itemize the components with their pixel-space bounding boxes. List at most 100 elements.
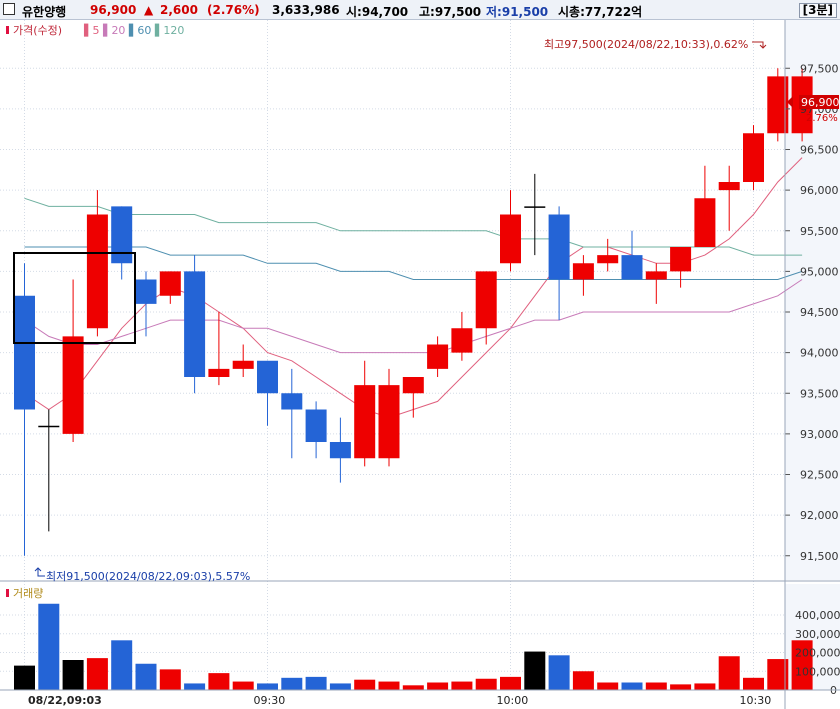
high-price: 고:97,500: [419, 5, 482, 19]
candle-body: [111, 206, 133, 264]
ma-legend-label: 60: [137, 24, 151, 37]
current-price: 96,900: [90, 3, 137, 17]
candle-body: [743, 133, 764, 182]
candle-body: [232, 360, 254, 369]
change-arrow-icon: ▲: [144, 3, 154, 17]
trade-volume: 3,633,986: [272, 3, 340, 17]
price-change-pct: (2.76%): [207, 3, 260, 17]
ma-legend-label: 20: [111, 24, 125, 37]
volume-bar: [354, 679, 376, 690]
candle-body: [500, 214, 521, 264]
candle-body: [305, 409, 327, 442]
volume-bar: [621, 682, 643, 690]
price-tick-label: 91,500: [800, 550, 839, 563]
volume-bar: [451, 681, 473, 690]
price-legend-label: 가격(수정): [13, 24, 62, 37]
candle-body: [475, 271, 497, 329]
volume-tick-label: 400,000: [795, 609, 840, 622]
price-tick-label: 96,000: [800, 184, 839, 197]
period-button[interactable]: [3분]: [798, 3, 837, 18]
candle-body: [14, 295, 35, 410]
price-tick-label: 93,500: [800, 387, 839, 400]
candle-body: [621, 255, 643, 280]
ma-line-20: [24, 279, 803, 354]
volume-bar: [791, 640, 813, 690]
volume-legend-label: 거래량: [13, 587, 43, 600]
price-tick-label: 95,000: [800, 265, 839, 278]
volume-bar: [62, 660, 84, 690]
title-bar: 유한양행 96,900 ▲ 2,600 (2.76%) 3,633,986 시:…: [0, 0, 840, 20]
volume-bar: [402, 685, 424, 690]
price-tick-label: 93,000: [800, 428, 839, 441]
svg-text:▌5 ▌20 ▌60 ▌120: ▌5 ▌20 ▌60 ▌120: [83, 23, 184, 37]
candle-body: [86, 214, 108, 329]
volume-bar: [135, 663, 157, 690]
volume-bar: [329, 683, 351, 690]
candle-body: [135, 279, 157, 304]
volume-tick-label: 300,000: [795, 628, 840, 641]
ma-legend-swatch: ▌: [125, 23, 137, 37]
candle-body: [354, 385, 376, 459]
volume-bar: [694, 683, 716, 690]
volume-bar: [86, 658, 108, 690]
time-tick-label: 10:30: [740, 694, 772, 707]
volume-bar: [208, 673, 230, 690]
market-cap: 시총:77,722억: [558, 5, 643, 19]
candle-body: [378, 385, 400, 459]
volume-bar: [743, 677, 764, 690]
candle-body: [184, 271, 206, 377]
price-tick-label: 92,500: [800, 469, 839, 482]
candle-body: [159, 271, 181, 296]
price-tick-label: 97,500: [800, 62, 839, 75]
volume-bar: [572, 671, 594, 690]
volume-bar: [281, 677, 303, 690]
candle-body: [257, 360, 278, 394]
time-tick-label: 10:00: [497, 694, 529, 707]
candle-body: [718, 182, 740, 191]
price-tick-label: 96,500: [800, 144, 839, 157]
volume-bar: [767, 659, 789, 690]
price-legend: 가격(수정) ▌5 ▌20 ▌60 ▌120: [6, 23, 184, 37]
select-checkbox[interactable]: [3, 3, 15, 15]
candle-body: [281, 393, 303, 410]
candle-body: [329, 442, 351, 459]
volume-tick-label: 100,000: [795, 665, 840, 678]
candle-body: [451, 328, 473, 353]
candle-body: [694, 198, 716, 247]
volume-bar: [232, 681, 254, 690]
candle-body: [572, 263, 594, 280]
price-tick-label: 95,500: [800, 225, 839, 238]
volume-bar: [111, 640, 133, 690]
ma-legend-swatch: ▌: [83, 23, 92, 37]
volume-bar: [645, 682, 667, 690]
volume-bar: [184, 683, 206, 690]
volume-bar: [475, 678, 497, 690]
volume-bar: [159, 669, 181, 690]
volume-bar: [305, 676, 327, 690]
highlight-box: [13, 252, 136, 344]
candle-body: [548, 214, 570, 280]
volume-bar: [718, 656, 740, 690]
ma-legend-label: 120: [163, 24, 184, 37]
price-tick-label: 94,000: [800, 347, 839, 360]
price-change: 2,600: [160, 3, 198, 17]
open-price: 시:94,700: [346, 5, 409, 19]
volume-bar: [14, 665, 35, 690]
volume-bar: [38, 603, 60, 690]
time-tick-label: 08/22,09:03: [28, 694, 102, 707]
volume-bar: [427, 682, 449, 690]
volume-bar: [378, 681, 400, 690]
candle-body: [524, 206, 546, 208]
candle-body: [402, 377, 424, 394]
high-annotation-arrow-icon: [752, 41, 767, 49]
volume-bar: [500, 676, 521, 690]
candle-body: [597, 255, 619, 264]
ma-legend-swatch: ▌: [151, 23, 163, 37]
current-price-tag-pct: 2.76%: [806, 113, 838, 124]
candle-body: [427, 344, 449, 369]
low-annotation: 최저91,500(2024/08/22,09:03),5.57%: [46, 570, 250, 583]
volume-bar: [548, 655, 570, 690]
current-price-tag-label: 96,900: [801, 96, 840, 109]
candle-body: [62, 336, 84, 434]
stock-chart[interactable]: 97,50097,00096,50096,00095,50095,00094,5…: [0, 20, 840, 709]
